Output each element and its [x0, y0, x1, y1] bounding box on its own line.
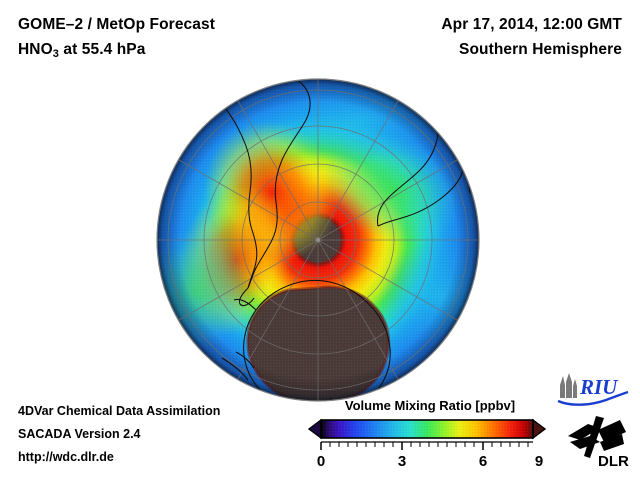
coast-australia-tasmania [329, 397, 353, 401]
colorbar-extend-low [307, 418, 322, 440]
colorbar-dither [321, 420, 533, 438]
colorbar-tick-labels: 0 3 6 9 [317, 453, 543, 470]
coast-south-america-east [195, 79, 311, 289]
colorbar-minor-ticks [329, 442, 529, 447]
dlr-eagle-icon [568, 416, 626, 458]
species-prefix: HNO [18, 41, 53, 58]
datetime-label: Apr 17, 2014, 12:00 GMT [441, 16, 622, 33]
coast-new-zealand-south [221, 357, 249, 381]
graticule [157, 79, 479, 401]
riu-wordmark: RIU [579, 375, 619, 399]
colorbar-title: Volume Mixing Ratio [ppbv] [344, 398, 516, 413]
colorbar-tick-3: 3 [398, 453, 406, 470]
dlr-wordmark: DLR [598, 453, 629, 470]
species-subscript: 3 [52, 48, 59, 60]
colorbar-tick-0: 0 [317, 453, 325, 470]
colorbar-major-ticks [320, 442, 484, 450]
globe-map [0, 60, 640, 410]
coast-antarctic-peninsula [233, 299, 257, 311]
riu-wave-icon [557, 390, 629, 406]
colorbar-extend-high [532, 418, 547, 440]
colorbar-tick-6: 6 [479, 453, 487, 470]
header-left: GOME–2 / MetOp Forecast HNO3 at 55.4 hPa [18, 12, 215, 67]
header-right: Apr 17, 2014, 12:00 GMT Southern Hemisph… [441, 12, 622, 62]
region-label: Southern Hemisphere [459, 41, 622, 58]
globe-outline [156, 78, 480, 402]
dlr-logo: DLR [566, 414, 632, 475]
colorbar-frame [320, 419, 534, 439]
species-suffix: at 55.4 hPa [58, 41, 146, 58]
footer-line-2: SACADA Version 2.4 [18, 427, 141, 441]
south-pole-marker [315, 237, 321, 243]
footer-url[interactable]: http://wdc.dlr.de [18, 450, 114, 464]
footer-left: 4DVar Chemical Data Assimilation SACADA … [18, 400, 220, 469]
colorbar: Volume Mixing Ratio [ppbv] [305, 398, 555, 474]
coastlines [195, 79, 479, 401]
footer-line-1: 4DVar Chemical Data Assimilation [18, 404, 221, 418]
species-title: HNO3 at 55.4 hPa [18, 37, 215, 67]
colorbar-tick-9: 9 [535, 453, 543, 470]
riu-tower-icon [560, 373, 577, 398]
instrument-title: GOME–2 / MetOp Forecast [18, 16, 215, 33]
coast-tierra-del-fuego [238, 287, 255, 307]
coast-antarctica [243, 279, 391, 401]
globe-field [157, 79, 479, 401]
riu-logo: RIU [556, 372, 630, 411]
coast-new-zealand-north [235, 351, 255, 369]
meridians [157, 79, 479, 401]
